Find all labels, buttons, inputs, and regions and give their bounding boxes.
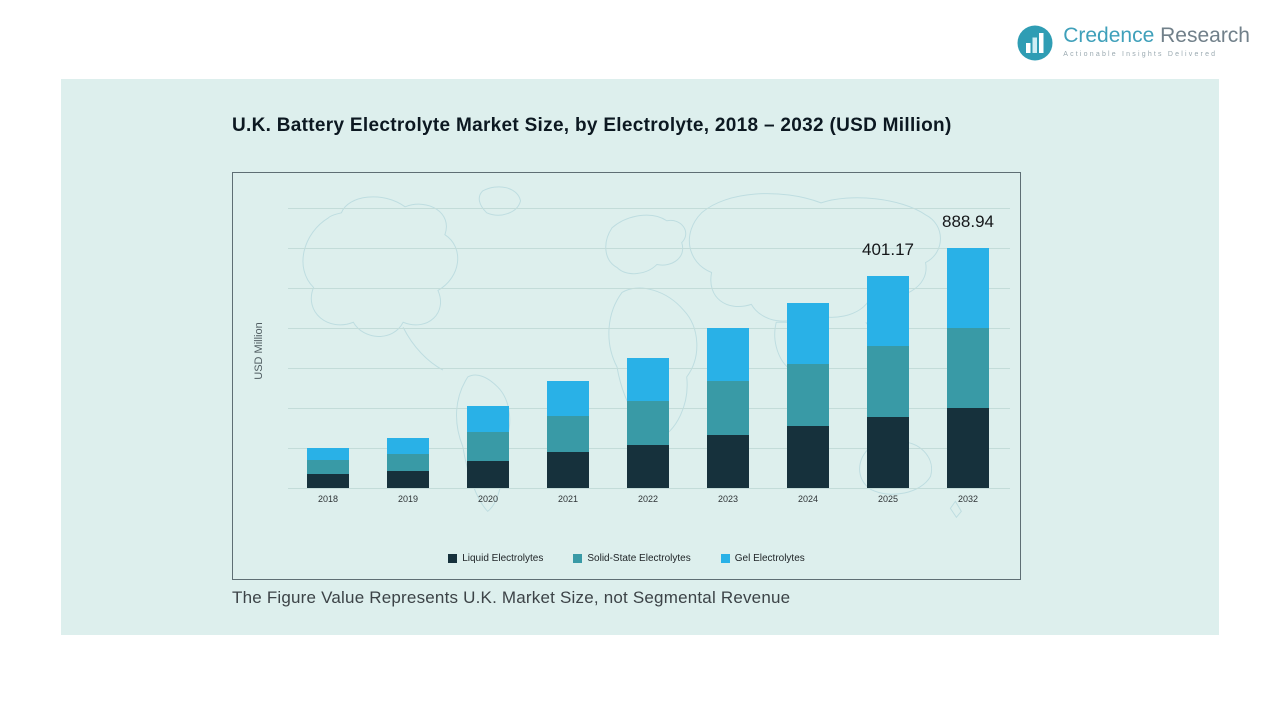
legend-item: Gel Electrolytes (720, 553, 805, 564)
x-axis-tick-label: 2024 (797, 494, 819, 504)
bar-segment (547, 415, 589, 452)
legend-label: Solid-State Electrolytes (587, 553, 691, 564)
bar-segment (787, 426, 829, 488)
bar-stack (387, 438, 429, 488)
bar-segment (387, 438, 429, 455)
bar-column-2024 (768, 173, 848, 488)
bar-segment (467, 460, 509, 488)
chart-area: USD Million 401.17 888.94 2018 2019 2020 202… (232, 172, 1021, 580)
x-axis-tick-label: 2022 (637, 494, 659, 504)
chart-bars: 401.17 888.94 (288, 173, 1008, 488)
legend-swatch (573, 554, 583, 563)
bar-stack (547, 381, 589, 488)
bar-chart-icon (1017, 25, 1053, 61)
bar-column-2032: 888.94 (928, 173, 1008, 488)
bar-stack (867, 276, 909, 488)
logo-name-primary: Credence (1063, 24, 1155, 47)
bar-stack (947, 248, 989, 488)
legend-item: Solid-State Electrolytes (573, 553, 691, 564)
bar-stack (707, 328, 749, 488)
x-axis-tick-label: 2019 (397, 494, 419, 504)
bar-segment (387, 454, 429, 472)
bar-segment (467, 406, 509, 433)
bar-stack (787, 303, 829, 488)
legend-swatch (448, 554, 458, 563)
bar-column-2019 (368, 173, 448, 488)
bar-segment (627, 358, 669, 401)
bar-segment (707, 328, 749, 381)
x-axis-labels: 2018 2019 2020 2021 2022 2023 2024 2025 2032 (288, 494, 1008, 504)
bar-segment (547, 451, 589, 488)
logo-text: Credence Research Actionable Insights De… (1063, 24, 1250, 58)
bar-stack (467, 406, 509, 488)
bar-segment (307, 460, 349, 474)
bar-segment (627, 400, 669, 445)
logo-tagline: Actionable Insights Delivered (1063, 51, 1218, 58)
bar-segment (307, 448, 349, 461)
chart-title: U.K. Battery Electrolyte Market Size, by… (232, 115, 952, 136)
bar-value-label: 401.17 (862, 240, 914, 259)
bar-segment (787, 303, 829, 364)
x-axis-tick-label: 2025 (877, 494, 899, 504)
x-axis-tick-label: 2023 (717, 494, 739, 504)
bar-stack (307, 448, 349, 488)
legend-swatch (720, 554, 730, 563)
bar-segment (547, 381, 589, 416)
bar-column-2025: 401.17 (848, 173, 928, 488)
footnote: The Figure Value Represents U.K. Market … (232, 588, 791, 607)
bar-segment (387, 471, 429, 488)
bar-stack (627, 358, 669, 488)
bar-segment (307, 473, 349, 488)
y-axis-label: USD Million (253, 322, 265, 380)
bar-column-2020 (448, 173, 528, 488)
bar-column-2021 (528, 173, 608, 488)
legend-label: Gel Electrolytes (734, 553, 805, 564)
legend: Liquid Electrolytes Solid-State Electroly… (233, 553, 1020, 564)
legend-label: Liquid Electrolytes (462, 553, 544, 564)
slide-card: U.K. Battery Electrolyte Market Size, by… (61, 79, 1219, 635)
bar-segment (947, 327, 989, 409)
bar-segment (947, 248, 989, 328)
logo-name-secondary: Research (1160, 24, 1250, 47)
bar-segment (867, 417, 909, 488)
legend-item: Liquid Electrolytes (448, 553, 543, 564)
logo-name: Credence Research (1063, 24, 1250, 48)
bar-column-2022 (608, 173, 688, 488)
bar-column-2018 (288, 173, 368, 488)
bar-column-2023 (688, 173, 768, 488)
bar-segment (787, 363, 829, 427)
logo: Credence Research Actionable Insights De… (1016, 24, 1250, 62)
bar-segment (467, 432, 509, 461)
x-axis-tick-label: 2021 (557, 494, 579, 504)
bar-segment (627, 444, 669, 488)
x-axis-tick-label: 2020 (477, 494, 499, 504)
bar-segment (707, 434, 749, 488)
x-axis-tick-label: 2018 (317, 494, 339, 504)
bar-segment (867, 276, 909, 347)
bar-segment (707, 380, 749, 435)
bar-value-label: 888.94 (942, 212, 994, 231)
bar-segment (867, 346, 909, 418)
bar-segment (947, 408, 989, 488)
x-axis-tick-label: 2032 (957, 494, 979, 504)
